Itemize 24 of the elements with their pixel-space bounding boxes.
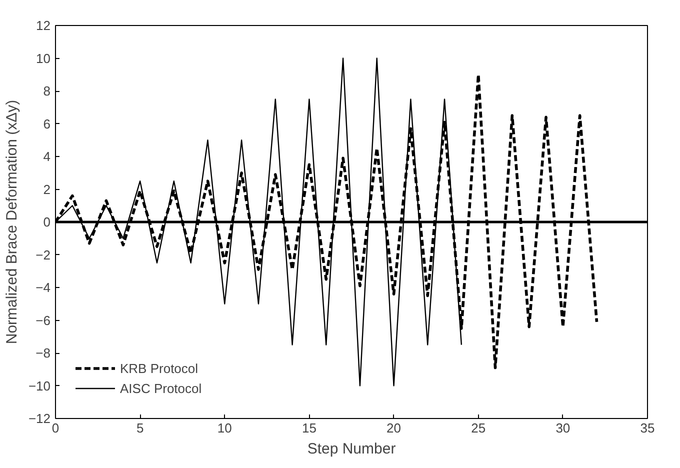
y-tick-label: 6: [43, 116, 51, 132]
x-axis-title: Step Number: [307, 440, 396, 458]
legend-label: KRB Protocol: [120, 360, 198, 376]
y-tick-label: −6: [36, 312, 51, 328]
x-tick-label: 5: [136, 420, 144, 436]
y-tick-label: −10: [28, 378, 51, 394]
y-tick-label: 12: [36, 18, 51, 33]
x-tick-label: 15: [302, 420, 316, 436]
y-tick-label: 2: [43, 182, 51, 197]
legend-label: AISC Protocol: [120, 380, 202, 396]
y-tick-label: 10: [36, 50, 51, 66]
x-tick-label: 20: [386, 420, 402, 436]
y-tick-label: 8: [43, 84, 51, 98]
y-tick-label: 4: [43, 149, 51, 164]
y-tick-label: −4: [36, 280, 51, 295]
x-tick-label: 30: [556, 420, 570, 436]
y-tick-label: 0: [43, 214, 51, 230]
y-tick-label: −8: [36, 346, 51, 360]
x-tick-label: 35: [640, 420, 655, 436]
y-tick-label: −2: [36, 247, 51, 262]
y-axis-title: Normalized Brace Deformation (xΔy): [3, 100, 20, 344]
x-tick-label: 25: [471, 420, 486, 436]
x-tick-label: 10: [217, 420, 232, 436]
y-tick-label: −12: [28, 411, 51, 426]
